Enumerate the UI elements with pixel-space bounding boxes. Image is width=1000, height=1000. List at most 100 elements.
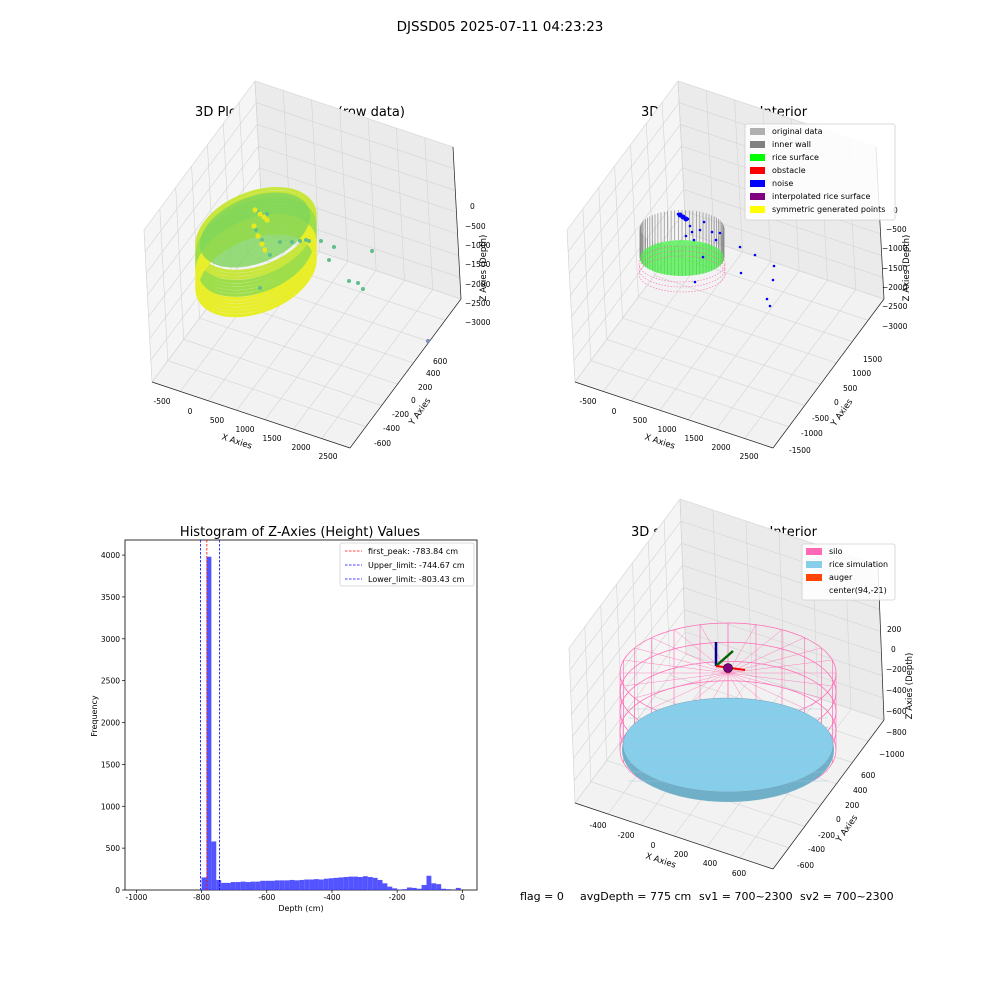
panel2-ztick: −1500: [882, 264, 908, 273]
gridline: [262, 232, 462, 300]
hist-ytick: 4000: [101, 551, 120, 560]
data-point: [332, 245, 336, 249]
silo-roof-line: [727, 672, 833, 687]
panel1-zlabel: Z Axies (Depth): [479, 235, 489, 302]
histogram-bar: [270, 880, 275, 890]
data-point: [319, 239, 323, 243]
legend-swatch-inner-wall: [750, 141, 765, 148]
gridline: [567, 102, 680, 252]
raw-data-3d-plot: 3D Plot of Silo Interior(row data) -500 …: [143, 80, 491, 461]
panel2-ztick: −500: [886, 225, 907, 234]
gridline: [254, 80, 454, 148]
gridline: [734, 99, 743, 252]
gridline: [684, 211, 883, 278]
histogram-bar: [250, 881, 256, 890]
panel1-x-ticks: -500 0 500 1000 1500 2000 2500: [153, 397, 337, 461]
panel1-xtick: 1500: [262, 434, 281, 443]
panel4-y-ticks: -600 -400 -200 0 200 400 600: [797, 771, 876, 870]
simulation-3d-plot: 3D simulation of Silo Interior -400 -200…: [568, 498, 915, 878]
gridline: [147, 145, 259, 296]
hist-xtick: -400: [323, 893, 340, 902]
gridline: [584, 626, 592, 782]
gridline: [159, 208, 169, 361]
histogram-bar: [255, 881, 261, 890]
data-point: [356, 281, 360, 285]
data-point: [290, 240, 294, 244]
gridline: [677, 80, 687, 234]
gridline: [566, 229, 576, 383]
gridline: [663, 520, 671, 676]
x-axis-line: [574, 381, 774, 449]
silo-roof-line: [623, 672, 729, 687]
hist-legend-label-upper: Upper_limit: -744.67 cm: [368, 561, 465, 570]
panel1-xtick: -500: [153, 397, 170, 406]
legend-label-inner-wall: inner wall: [772, 140, 811, 149]
y-axis-line: [772, 298, 885, 449]
panel4-ztick: 200: [887, 625, 902, 634]
gridline: [199, 317, 398, 385]
x-axis-line: [574, 802, 774, 870]
gridline: [590, 360, 789, 427]
noise-point: [718, 231, 722, 235]
histogram-bar: [230, 882, 236, 890]
panel2-y-ticks: -1500 -1000 -500 0 500 1000 1500: [789, 355, 882, 455]
panel1-ztick: −500: [465, 222, 486, 231]
gridline: [778, 531, 786, 688]
gridline: [685, 232, 885, 300]
noise-point: [739, 271, 743, 275]
panel4-xtick: -400: [589, 821, 606, 830]
panel3-plot-frame: [124, 539, 478, 891]
panel4-ytick: 600: [861, 771, 876, 780]
gridline: [258, 145, 457, 213]
legend-swatch-interpolated: [750, 193, 765, 200]
panel2-xtick: 2500: [739, 452, 758, 461]
panel2-zlabel: Z Axies (Depth): [902, 235, 912, 302]
panel1-xtick: 2000: [291, 443, 310, 452]
gridline: [630, 144, 639, 297]
noise-point: [771, 278, 775, 282]
panel4-xtick: 600: [732, 869, 747, 878]
panel4-ytick: -200: [818, 831, 835, 840]
panel4-ytick: 0: [836, 815, 841, 824]
noise-point: [710, 230, 714, 234]
legend-label-interpolated: interpolated rice surface: [772, 192, 870, 201]
figure-suptitle: DJSSD05 2025-07-11 04:23:23: [397, 19, 604, 35]
hist-xtick: -200: [389, 893, 406, 902]
gridline: [616, 584, 623, 740]
histogram-bars: [122, 554, 463, 893]
gridline: [259, 167, 458, 235]
panel1-ztick: −3000: [465, 318, 491, 327]
panel4-x-ticks: -400 -200 0 200 400 600: [589, 821, 746, 878]
panel4-xlabel: X Axies: [644, 851, 677, 870]
gridline: [679, 498, 687, 655]
histogram-bar: [304, 879, 310, 890]
panel1-ztick: −1500: [465, 260, 491, 269]
histogram-reference-lines: [200, 540, 221, 890]
hist-xtick: -1000: [126, 893, 148, 902]
hist-legend-label-peak: first_peak: -783.84 cm: [368, 547, 458, 556]
histogram-bar: [314, 879, 319, 890]
gridline: [568, 647, 576, 804]
gridline: [598, 187, 608, 340]
panel2-ytick: 500: [843, 384, 858, 393]
panel1-ytick: 0: [411, 396, 416, 405]
panel2-xtick: 1000: [657, 425, 676, 434]
legend-label-rice-sim: rice simulation: [829, 560, 888, 569]
panel2-ytick: 1500: [863, 355, 882, 364]
gridline: [570, 543, 682, 693]
histogram-bar: [382, 883, 388, 890]
gridline: [654, 275, 853, 342]
hist-ytick: 1500: [101, 760, 120, 769]
gridline: [744, 289, 856, 439]
gridline: [571, 565, 683, 715]
panel4-xtick: -200: [617, 831, 634, 840]
histogram-bar: [353, 876, 359, 890]
histogram-bar: [240, 881, 246, 890]
silo-roof-line: [727, 672, 805, 709]
histogram-bar: [377, 879, 383, 890]
noise-point: [772, 264, 776, 268]
gridline: [573, 609, 685, 759]
gridline: [685, 631, 884, 699]
depth-histogram: Histogram of Z-Axies (Height) Values -10…: [90, 525, 478, 913]
